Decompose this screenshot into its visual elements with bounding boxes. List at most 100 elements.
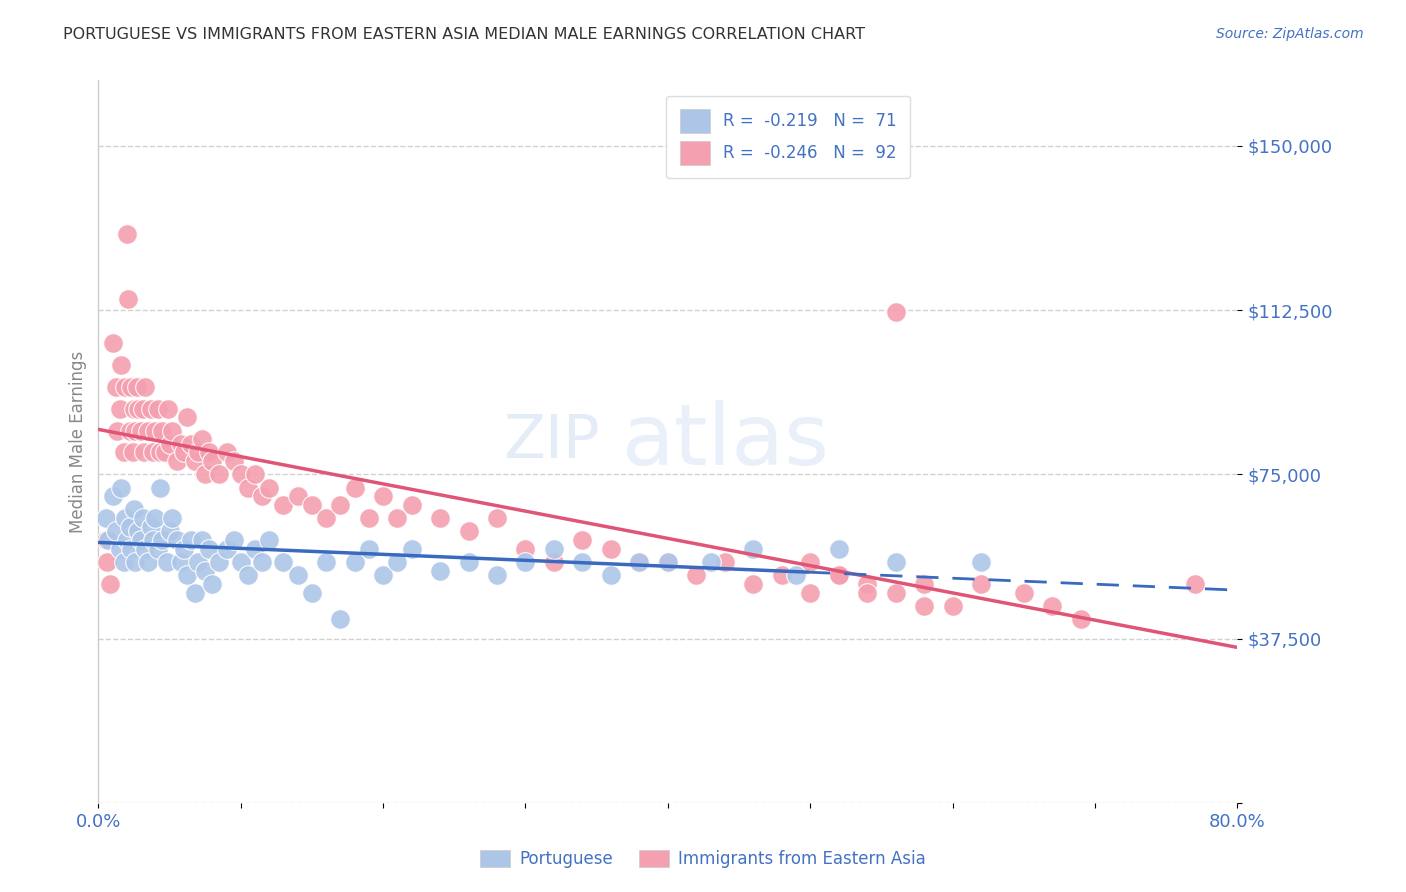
Point bbox=[515, 541, 537, 556]
Point bbox=[115, 227, 138, 241]
Point bbox=[117, 292, 139, 306]
Point bbox=[170, 555, 193, 569]
Point bbox=[742, 541, 765, 556]
Point bbox=[122, 502, 145, 516]
Point bbox=[124, 424, 146, 438]
Point bbox=[457, 555, 479, 569]
Point bbox=[141, 533, 163, 547]
Point bbox=[148, 541, 170, 556]
Point bbox=[98, 577, 121, 591]
Point bbox=[187, 555, 209, 569]
Point bbox=[259, 533, 281, 547]
Point bbox=[250, 555, 273, 569]
Point bbox=[101, 489, 124, 503]
Point bbox=[770, 568, 793, 582]
Point bbox=[301, 498, 323, 512]
Point bbox=[118, 424, 141, 438]
Point bbox=[799, 585, 821, 599]
Point bbox=[141, 445, 163, 459]
Point bbox=[114, 380, 136, 394]
Point bbox=[329, 612, 352, 626]
Point bbox=[387, 511, 409, 525]
Point bbox=[180, 436, 202, 450]
Point bbox=[828, 568, 851, 582]
Point bbox=[170, 436, 193, 450]
Point bbox=[112, 555, 135, 569]
Point bbox=[159, 436, 181, 450]
Point bbox=[243, 541, 266, 556]
Point bbox=[912, 599, 935, 613]
Point bbox=[657, 555, 679, 569]
Point bbox=[243, 467, 266, 482]
Point bbox=[173, 541, 195, 556]
Point bbox=[222, 454, 245, 468]
Point bbox=[136, 555, 159, 569]
Point bbox=[139, 520, 162, 534]
Point bbox=[884, 585, 907, 599]
Point bbox=[184, 454, 207, 468]
Text: PORTUGUESE VS IMMIGRANTS FROM EASTERN ASIA MEDIAN MALE EARNINGS CORRELATION CHAR: PORTUGUESE VS IMMIGRANTS FROM EASTERN AS… bbox=[63, 27, 865, 42]
Point bbox=[125, 380, 148, 394]
Point bbox=[139, 401, 162, 416]
Point bbox=[127, 524, 149, 539]
Point bbox=[429, 564, 451, 578]
Point bbox=[201, 454, 224, 468]
Point bbox=[166, 533, 188, 547]
Point bbox=[159, 524, 181, 539]
Point bbox=[401, 541, 423, 556]
Point bbox=[215, 445, 238, 459]
Point bbox=[699, 555, 721, 569]
Point bbox=[301, 585, 323, 599]
Point bbox=[884, 555, 907, 569]
Point bbox=[229, 555, 252, 569]
Point bbox=[229, 467, 252, 482]
Point bbox=[543, 541, 565, 556]
Point bbox=[343, 481, 366, 495]
Point bbox=[134, 541, 156, 556]
Point bbox=[273, 498, 295, 512]
Point bbox=[176, 568, 198, 582]
Point bbox=[785, 568, 807, 582]
Text: Source: ZipAtlas.com: Source: ZipAtlas.com bbox=[1216, 27, 1364, 41]
Point bbox=[628, 555, 651, 569]
Point bbox=[187, 445, 209, 459]
Point bbox=[970, 577, 993, 591]
Point bbox=[145, 511, 167, 525]
Point bbox=[236, 481, 259, 495]
Point bbox=[120, 541, 142, 556]
Point bbox=[884, 305, 907, 319]
Point bbox=[856, 585, 879, 599]
Point bbox=[714, 555, 737, 569]
Point bbox=[828, 541, 851, 556]
Point bbox=[515, 555, 537, 569]
Point bbox=[194, 467, 217, 482]
Point bbox=[155, 445, 177, 459]
Point bbox=[628, 555, 651, 569]
Point bbox=[208, 467, 231, 482]
Point bbox=[152, 533, 174, 547]
Point bbox=[387, 555, 409, 569]
Point bbox=[191, 533, 214, 547]
Point bbox=[429, 511, 451, 525]
Point bbox=[157, 401, 180, 416]
Point bbox=[110, 481, 132, 495]
Point bbox=[222, 533, 245, 547]
Point bbox=[856, 577, 879, 591]
Point bbox=[108, 401, 131, 416]
Point bbox=[152, 424, 174, 438]
Point bbox=[912, 577, 935, 591]
Point bbox=[124, 555, 146, 569]
Point bbox=[121, 445, 143, 459]
Legend: R =  -0.219   N =  71, R =  -0.246   N =  92: R = -0.219 N = 71, R = -0.246 N = 92 bbox=[666, 95, 910, 178]
Point bbox=[149, 481, 172, 495]
Point bbox=[329, 498, 352, 512]
Point bbox=[191, 433, 214, 447]
Point bbox=[571, 533, 593, 547]
Point bbox=[543, 555, 565, 569]
Point bbox=[273, 555, 295, 569]
Point bbox=[236, 568, 259, 582]
Point bbox=[180, 533, 202, 547]
Point bbox=[127, 401, 149, 416]
Point bbox=[287, 489, 309, 503]
Point bbox=[129, 533, 152, 547]
